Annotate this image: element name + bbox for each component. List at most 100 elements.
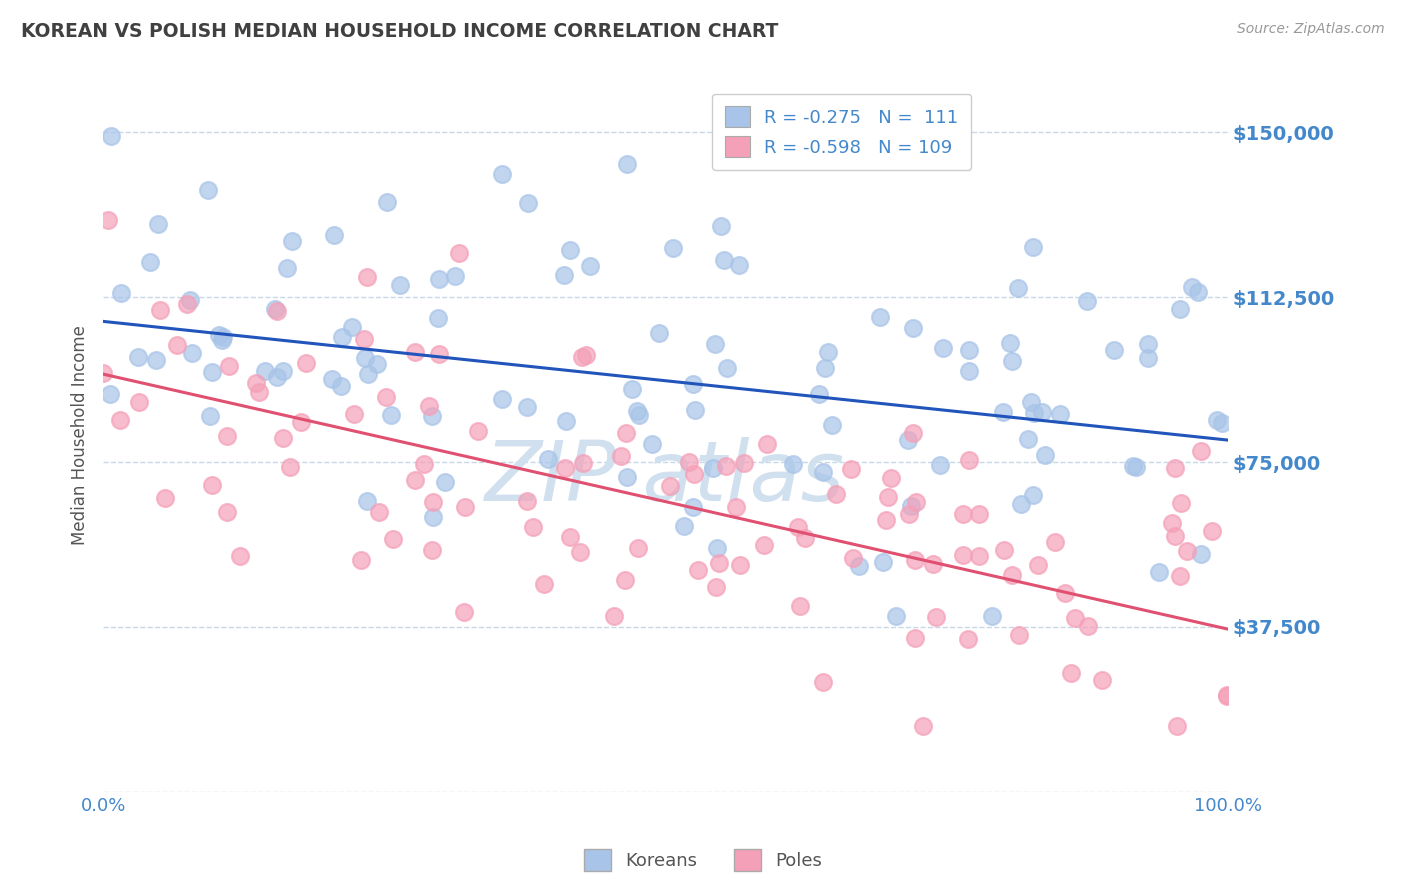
Point	[1216, 689, 1239, 703]
Point	[898, 507, 921, 521]
Point	[710, 219, 733, 233]
Point	[571, 456, 593, 470]
Point	[900, 499, 922, 513]
Point	[366, 357, 388, 371]
Point	[454, 500, 477, 514]
Point	[789, 599, 811, 613]
Point	[811, 466, 834, 480]
Point	[422, 542, 444, 557]
Point	[1125, 460, 1147, 475]
Point	[1091, 673, 1114, 687]
Point	[787, 519, 810, 533]
Point	[793, 531, 815, 545]
Point	[323, 228, 346, 243]
Point	[813, 360, 835, 375]
Point	[952, 507, 974, 521]
Point	[266, 370, 288, 384]
Point	[1189, 547, 1212, 561]
Point	[176, 297, 198, 311]
Point	[678, 455, 700, 469]
Point	[841, 551, 863, 566]
Point	[247, 384, 270, 399]
Point	[139, 255, 162, 269]
Point	[662, 241, 685, 255]
Point	[1031, 405, 1053, 419]
Point	[957, 364, 980, 378]
Point	[491, 392, 513, 406]
Legend: Koreans, Poles: Koreans, Poles	[576, 842, 830, 879]
Point	[357, 367, 380, 381]
Point	[427, 346, 450, 360]
Point	[1001, 568, 1024, 582]
Point	[128, 395, 150, 409]
Point	[980, 608, 1002, 623]
Point	[1102, 343, 1125, 357]
Point	[330, 379, 353, 393]
Point	[616, 470, 638, 484]
Point	[571, 350, 593, 364]
Point	[201, 365, 224, 379]
Point	[911, 719, 934, 733]
Point	[616, 426, 638, 441]
Point	[146, 218, 169, 232]
Point	[208, 327, 231, 342]
Point	[702, 461, 724, 475]
Point	[330, 330, 353, 344]
Point	[443, 268, 465, 283]
Point	[1164, 461, 1187, 475]
Point	[817, 344, 839, 359]
Point	[901, 425, 924, 440]
Point	[350, 552, 373, 566]
Point	[733, 456, 755, 470]
Point	[254, 364, 277, 378]
Point	[212, 329, 235, 343]
Point	[1136, 351, 1159, 366]
Point	[569, 544, 592, 558]
Point	[266, 303, 288, 318]
Point	[1021, 240, 1043, 254]
Point	[426, 310, 449, 325]
Point	[1007, 281, 1029, 295]
Point	[449, 246, 471, 260]
Point	[554, 460, 576, 475]
Point	[627, 541, 650, 555]
Point	[215, 429, 238, 443]
Point	[993, 405, 1015, 419]
Point	[516, 196, 538, 211]
Point	[1049, 408, 1071, 422]
Point	[110, 285, 132, 300]
Point	[969, 549, 991, 564]
Point	[839, 462, 862, 476]
Point	[1045, 534, 1067, 549]
Point	[91, 367, 114, 381]
Point	[872, 555, 894, 569]
Point	[707, 556, 730, 570]
Point	[1063, 611, 1085, 625]
Point	[197, 183, 219, 197]
Point	[420, 409, 443, 423]
Point	[245, 376, 267, 390]
Point	[100, 387, 122, 401]
Point	[956, 632, 979, 646]
Point	[824, 487, 846, 501]
Point	[957, 343, 980, 357]
Point	[714, 459, 737, 474]
Point	[686, 563, 709, 577]
Point	[1076, 293, 1098, 308]
Point	[1024, 405, 1046, 419]
Point	[641, 437, 664, 451]
Y-axis label: Median Household Income: Median Household Income	[72, 325, 89, 544]
Point	[672, 518, 695, 533]
Point	[354, 351, 377, 365]
Point	[1000, 335, 1022, 350]
Point	[921, 557, 943, 571]
Point	[1201, 524, 1223, 538]
Point	[427, 271, 450, 285]
Point	[404, 345, 426, 359]
Point	[904, 553, 927, 567]
Point	[228, 549, 250, 563]
Point	[537, 451, 560, 466]
Point	[271, 431, 294, 445]
Point	[1026, 558, 1049, 572]
Point	[522, 520, 544, 534]
